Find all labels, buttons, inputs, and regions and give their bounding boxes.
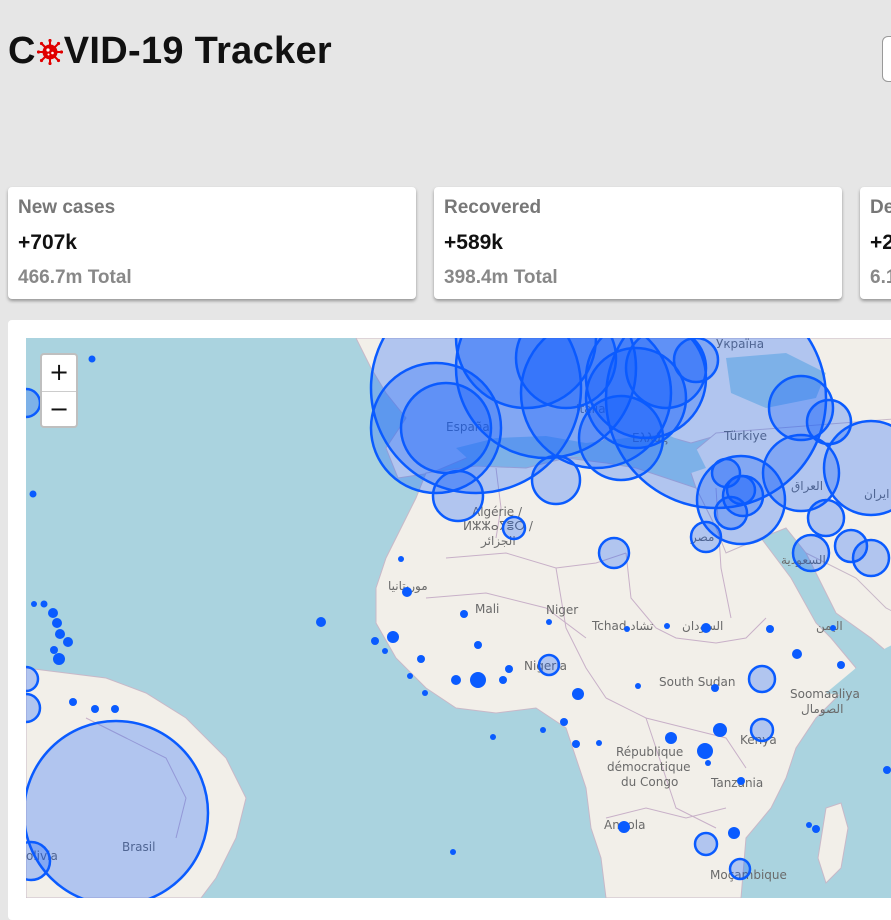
title-prefix: C [8,30,36,73]
label-rdc-3: du Congo [621,775,678,789]
circle-venezuela [26,667,38,691]
circle-morocco [433,471,483,521]
card-new-cases[interactable]: New cases +707k 466.7m Total [8,187,416,299]
circle-brasil [26,721,208,898]
circle-zambia [695,833,717,855]
zoom-control: + − [40,353,78,428]
zoom-out-button[interactable]: − [42,392,76,428]
circle-benin [539,655,559,675]
circle-syria [715,497,747,529]
card-value: +707k [18,231,406,255]
label-somalia-1: Soomaaliya [790,687,860,701]
zoom-in-button[interactable]: + [42,355,76,392]
card-value: +589k [444,231,832,255]
card-title: De [870,197,891,219]
country-select[interactable] [882,36,891,82]
map-svg: España Italia Ελλάς Україна Türkiye ایرا… [26,338,891,898]
circle-zimbabwe [730,859,750,879]
circle-uae [853,540,889,576]
label-mali: Mali [475,602,499,616]
circle-ethiopia [749,666,775,692]
card-title: New cases [18,197,406,219]
circle-algeria [503,517,525,539]
label-yemen: اليمن [816,619,843,634]
label-rdc-2: démocratique [607,760,691,774]
circle-kenya [751,719,773,741]
label-south-sudan: South Sudan [659,675,736,689]
label-tanzania: Tanzania [710,776,763,790]
label-somalia-2: الصومال [801,702,843,717]
virus-icon [37,39,63,65]
world-map[interactable]: España Italia Ελλάς Україна Türkiye ایرا… [26,338,891,898]
page-title: C VID-19 Tracker [8,30,332,73]
circle-saudi [793,535,829,571]
card-recovered[interactable]: Recovered +589k 398.4m Total [434,187,842,299]
card-total: 398.4m Total [444,267,832,289]
card-deaths[interactable]: De +2 6.1 [860,187,891,299]
circle-moldova [674,338,718,382]
circle-tunisia [532,456,580,504]
label-rdc-1: République [616,745,683,759]
circle-kuwait [808,500,844,536]
label-tchad: Tchad تشاد [591,619,653,633]
card-total: 6.1 [870,267,891,289]
circle-portugal [401,383,491,473]
circle-canada [26,389,40,417]
title-suffix: VID-19 Tracker [64,30,332,73]
card-total: 466.7m Total [18,267,406,289]
card-title: Recovered [444,197,832,219]
label-niger: Niger [546,603,578,617]
circle-libya [599,538,629,568]
card-value: +2 [870,231,891,255]
circle-greece-2 [579,396,663,480]
circle-cyprus [712,459,740,487]
circle-egypt [691,522,721,552]
